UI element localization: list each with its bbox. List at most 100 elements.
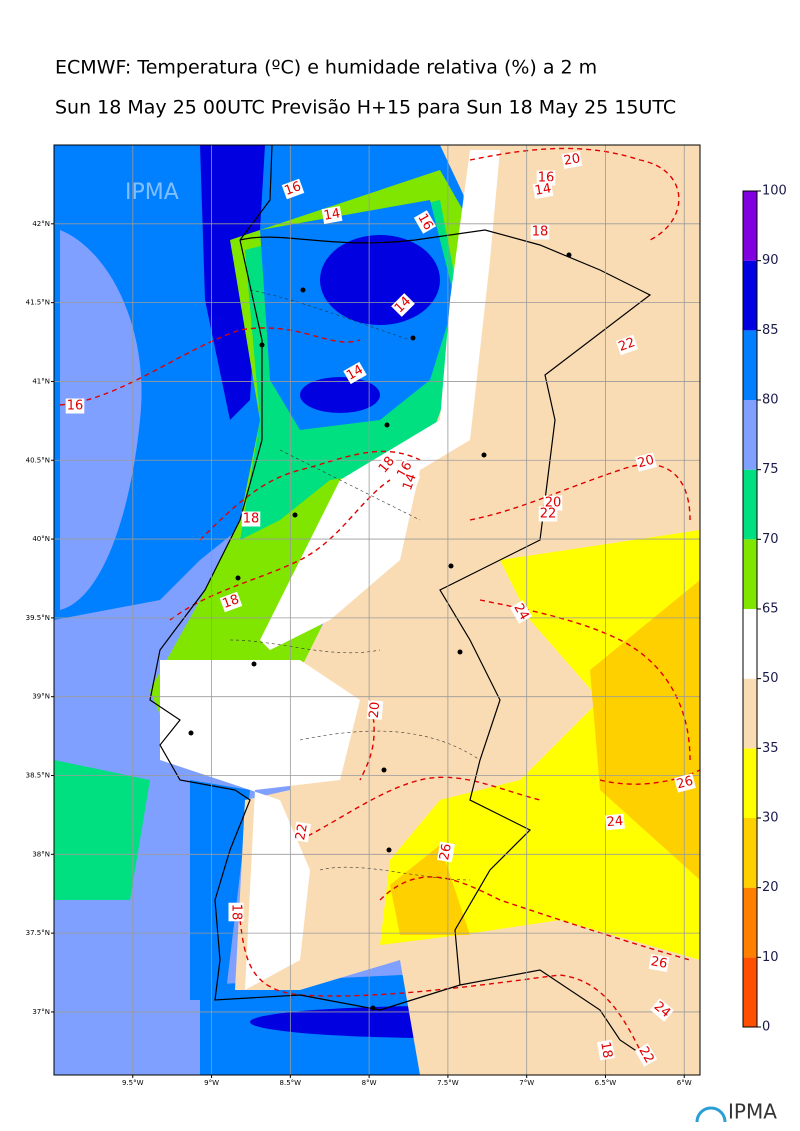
colorbar-segment: [743, 678, 757, 749]
contour-label: 22: [635, 1044, 656, 1066]
x-tick-label: 9°W: [204, 1079, 219, 1087]
colorbar-segment: [743, 748, 757, 818]
colorbar-label: 70: [762, 532, 779, 547]
contour-label-bg: [634, 1043, 658, 1067]
contour-label-bg: [399, 470, 421, 494]
contour-label-bg: [343, 361, 367, 385]
contour-label: 14: [400, 472, 420, 493]
x-tick-label: 7.5°W: [437, 1079, 459, 1087]
y-tick-label: 38.5°N: [26, 772, 50, 780]
x-tick-label: 8°W: [362, 1079, 377, 1087]
colorbar-segment: [743, 609, 757, 679]
contour-label: 26: [437, 843, 455, 862]
y-tick-label: 37.5°N: [26, 929, 50, 937]
contour-label-bg: [648, 954, 670, 972]
colorbar-label: 10: [762, 950, 779, 965]
contour-label-bg: [413, 210, 437, 234]
contour-label: 16: [67, 399, 84, 414]
contour-label-bg: [615, 334, 639, 356]
colorbar-segment: [743, 400, 757, 470]
title: ECMWF: Temperatura (ºC) e humidade relat…: [55, 57, 597, 79]
x-tick-label: 9.5°W: [122, 1079, 144, 1087]
colorbar: 0 10 20 30 35 50 65 70 75 80 85 90 100: [742, 184, 787, 1035]
y-tick-label: 41.5°N: [26, 299, 50, 307]
contour-label: 14: [323, 206, 342, 224]
y-tick-label: 39°N: [32, 693, 50, 701]
colorbar-segment: [743, 260, 757, 331]
y-tick-label: 40°N: [32, 535, 50, 543]
graticule: 9.5°W 9°W 8.5°W 8°W 7.5°W 7°W 6.5°W 6°W 37°N 37.5…: [26, 145, 700, 1087]
colorbar-label: 65: [762, 602, 779, 617]
contour-label-bg: [532, 181, 554, 199]
colorbar-segment: [743, 957, 757, 1027]
contour-label: 24: [510, 601, 531, 623]
colorbar-label: 35: [762, 741, 779, 756]
y-tick-label: 39.5°N: [26, 614, 50, 622]
colorbar-label: 90: [762, 253, 779, 268]
logo: IPMA: [728, 1100, 777, 1124]
contour-label-bg: [293, 821, 311, 843]
contour-label: 22: [617, 335, 638, 355]
contour-label: 24: [606, 814, 624, 830]
map-field: IPMA: [54, 145, 700, 1075]
colorbar-label: 50: [762, 671, 779, 686]
contour-label-bg: [650, 998, 674, 1022]
colorbar-label: 80: [762, 393, 779, 408]
contour-label: 18: [597, 1041, 615, 1060]
x-tick-label: 6.5°W: [595, 1079, 617, 1087]
contour-label-bg: [375, 453, 399, 477]
contour-label: 18: [243, 512, 260, 527]
contour-label-bg: [635, 452, 657, 472]
contour-label-bg: [538, 506, 558, 522]
y-tick-label: 38°N: [32, 850, 50, 858]
colorbar-segment: [743, 191, 757, 261]
colorbar-segment: [743, 887, 757, 958]
contour-label-bg: [321, 206, 343, 224]
x-tick-label: 8.5°W: [280, 1079, 302, 1087]
x-tick-label: 6°W: [677, 1079, 692, 1087]
contour-label-bg: [219, 591, 243, 613]
logo-icon: [695, 1106, 727, 1123]
y-tick-label: 37°N: [32, 1008, 50, 1016]
contour-label-bg: [241, 511, 261, 527]
colorbar-segment: [743, 469, 757, 540]
contour-label: 20: [563, 151, 582, 169]
colorbar-label: 85: [762, 323, 779, 338]
contour-label: 14: [534, 181, 553, 199]
contour-label: 18: [532, 225, 549, 240]
contour-label: 22: [540, 507, 557, 522]
y-tick-label: 41°N: [32, 377, 50, 385]
contour-label: 14: [344, 362, 366, 383]
watermark: IPMA: [125, 180, 179, 205]
contour-label-bg: [437, 841, 455, 863]
contour-label-bg: [393, 458, 417, 482]
colorbar-label: 30: [762, 811, 779, 826]
contour-label: 26: [675, 774, 695, 793]
contour-label: 16: [414, 211, 435, 233]
contour-label: 22: [293, 823, 311, 842]
contour-label-bg: [597, 1039, 615, 1061]
colorbar-segment: [743, 330, 757, 400]
contour-label-bg: [228, 902, 244, 922]
contour-label: 20: [636, 453, 656, 472]
map-frame: [53, 144, 701, 1076]
contour-label-bg: [65, 398, 85, 414]
contour-label: 18: [221, 592, 242, 612]
contour-label: 18: [229, 904, 244, 921]
contour-label-bg: [605, 813, 625, 831]
contour-label-bg: [281, 178, 305, 200]
contour-label-bg: [530, 224, 550, 240]
contour-label: 20: [367, 701, 383, 719]
contour-label-bg: [391, 293, 415, 317]
colorbar-segment: [743, 818, 757, 888]
colorbar-label: 100: [762, 184, 787, 199]
colorbar-segment: [743, 539, 757, 609]
contour-label-bg: [674, 773, 696, 793]
colorbar-label: 0: [762, 1020, 770, 1035]
contour-label-bg: [561, 151, 583, 169]
colorbar-label: 20: [762, 880, 779, 895]
contour-label: 16: [283, 179, 304, 199]
y-tick-label: 42°N: [32, 220, 50, 228]
